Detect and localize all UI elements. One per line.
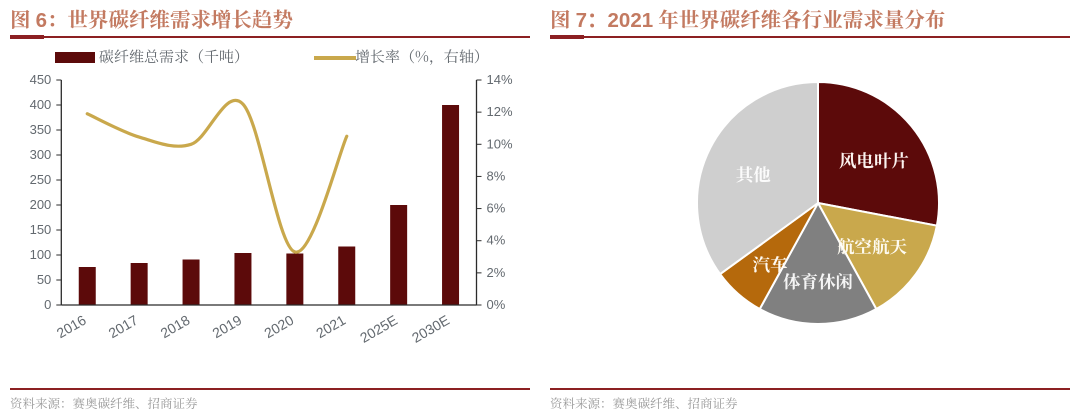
svg-text:汽车: 汽车	[753, 252, 788, 277]
svg-text:400: 400	[30, 97, 52, 112]
svg-text:100: 100	[30, 247, 52, 262]
svg-text:2020: 2020	[261, 312, 296, 342]
svg-text:12%: 12%	[487, 104, 513, 119]
svg-text:350: 350	[30, 122, 52, 137]
svg-text:150: 150	[30, 222, 52, 237]
svg-text:450: 450	[30, 72, 52, 87]
svg-text:2030E: 2030E	[409, 312, 452, 346]
svg-text:200: 200	[30, 197, 52, 212]
svg-text:体育休闲: 体育休闲	[783, 269, 853, 294]
svg-text:8%: 8%	[487, 168, 506, 183]
svg-text:300: 300	[30, 147, 52, 162]
svg-text:250: 250	[30, 172, 52, 187]
svg-text:2017: 2017	[106, 312, 141, 342]
svg-text:航空航天: 航空航天	[837, 234, 907, 259]
svg-text:风电叶片: 风电叶片	[839, 148, 909, 173]
svg-text:其他: 其他	[736, 162, 771, 187]
svg-text:2%: 2%	[487, 265, 506, 280]
svg-text:2025E: 2025E	[357, 312, 400, 346]
svg-text:50: 50	[37, 272, 51, 287]
svg-text:2019: 2019	[209, 312, 244, 342]
svg-text:10%: 10%	[487, 136, 513, 151]
svg-text:0: 0	[44, 297, 51, 312]
svg-text:6%: 6%	[487, 201, 506, 216]
svg-text:2018: 2018	[158, 312, 193, 342]
svg-text:4%: 4%	[487, 233, 506, 248]
svg-text:2016: 2016	[54, 312, 89, 342]
svg-text:2021: 2021	[313, 312, 348, 342]
svg-text:14%: 14%	[487, 72, 513, 87]
svg-text:0%: 0%	[487, 297, 506, 312]
